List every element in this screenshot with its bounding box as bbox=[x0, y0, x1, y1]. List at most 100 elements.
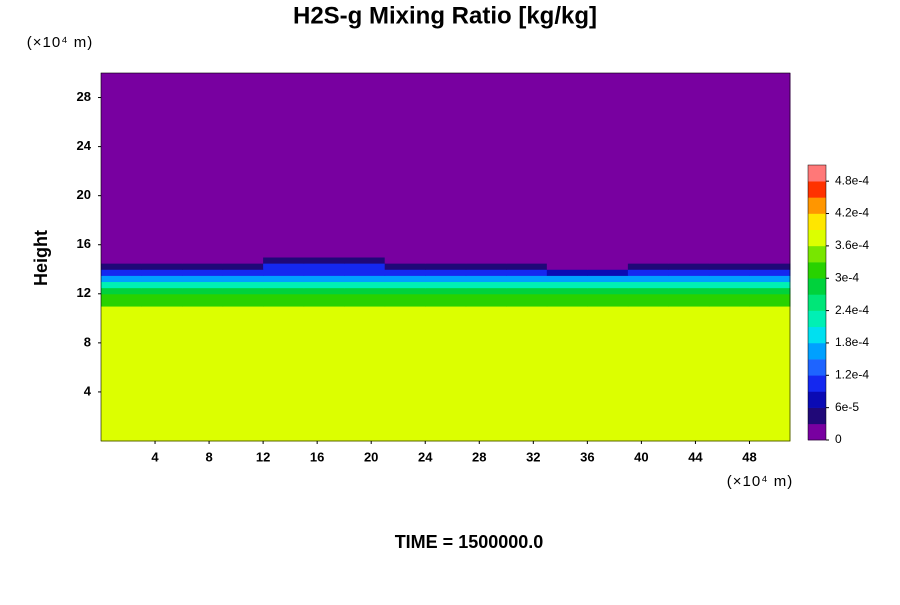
cell bbox=[182, 257, 224, 264]
x-tick-label: 20 bbox=[364, 449, 378, 464]
cell bbox=[708, 287, 750, 295]
cell bbox=[384, 257, 426, 264]
cell bbox=[465, 73, 507, 258]
colorbar-band bbox=[808, 213, 826, 231]
cell bbox=[708, 269, 750, 276]
cell bbox=[141, 306, 183, 442]
cell bbox=[587, 73, 629, 258]
cell bbox=[182, 293, 224, 307]
cell bbox=[708, 257, 750, 264]
cell bbox=[222, 73, 264, 258]
cell bbox=[384, 263, 426, 270]
cell bbox=[749, 73, 791, 258]
cell bbox=[425, 73, 467, 258]
cell bbox=[303, 257, 345, 264]
cell bbox=[465, 306, 507, 442]
cell bbox=[546, 263, 588, 270]
cell bbox=[546, 293, 588, 307]
colorbar-band bbox=[808, 310, 826, 328]
x-tick-label: 24 bbox=[418, 449, 433, 464]
y-tick-label: 20 bbox=[77, 187, 91, 202]
cell bbox=[101, 275, 143, 283]
cell bbox=[182, 287, 224, 295]
y-axis-label: Height bbox=[31, 230, 51, 286]
cell bbox=[425, 293, 467, 307]
y-tick-label: 12 bbox=[77, 285, 91, 300]
cell bbox=[465, 293, 507, 307]
cell bbox=[668, 281, 710, 289]
x-tick-label: 4 bbox=[151, 449, 159, 464]
colorbar-band bbox=[808, 391, 826, 408]
cell bbox=[546, 281, 588, 289]
colorbar-band bbox=[808, 165, 826, 182]
cell bbox=[384, 287, 426, 295]
colorbar-band bbox=[808, 197, 826, 214]
cell bbox=[587, 293, 629, 307]
chart-title: H2S-g Mixing Ratio [kg/kg] bbox=[293, 2, 597, 29]
cell bbox=[303, 293, 345, 307]
cell bbox=[465, 275, 507, 283]
cell bbox=[344, 263, 386, 270]
cell bbox=[749, 263, 791, 270]
cell bbox=[263, 269, 305, 276]
cell bbox=[141, 73, 183, 258]
colorbar-band bbox=[808, 326, 826, 344]
cell bbox=[708, 275, 750, 283]
cell bbox=[182, 306, 224, 442]
cell bbox=[263, 73, 305, 258]
cell bbox=[506, 269, 548, 276]
cell bbox=[384, 293, 426, 307]
x-tick-label: 44 bbox=[688, 449, 703, 464]
cell bbox=[506, 287, 548, 295]
cell bbox=[506, 306, 548, 442]
cell bbox=[101, 281, 143, 289]
cell bbox=[384, 281, 426, 289]
cell bbox=[303, 287, 345, 295]
y-tick-label: 16 bbox=[77, 236, 91, 251]
cell bbox=[749, 275, 791, 283]
cell bbox=[141, 275, 183, 283]
cell bbox=[222, 293, 264, 307]
cell bbox=[627, 281, 669, 289]
cell bbox=[344, 73, 386, 258]
cell bbox=[344, 281, 386, 289]
cell bbox=[384, 306, 426, 442]
x-tick-label: 32 bbox=[526, 449, 540, 464]
cell bbox=[141, 287, 183, 295]
cell bbox=[749, 287, 791, 295]
cell bbox=[182, 281, 224, 289]
cell bbox=[587, 287, 629, 295]
cell bbox=[506, 73, 548, 258]
cell bbox=[425, 306, 467, 442]
colorbar-band bbox=[808, 342, 826, 360]
cell bbox=[627, 275, 669, 283]
cell bbox=[749, 293, 791, 307]
x-tick-label: 12 bbox=[256, 449, 270, 464]
cell bbox=[222, 281, 264, 289]
cell bbox=[506, 281, 548, 289]
cell bbox=[344, 287, 386, 295]
colorbar-band bbox=[808, 262, 826, 279]
colorbar-tick-label: 2.4e-4 bbox=[835, 303, 869, 317]
cell bbox=[263, 257, 305, 264]
colorbar-band bbox=[808, 407, 826, 425]
cell bbox=[263, 293, 305, 307]
cell bbox=[182, 269, 224, 276]
cell bbox=[587, 281, 629, 289]
cell bbox=[708, 306, 750, 442]
cell bbox=[303, 263, 345, 270]
cell bbox=[222, 263, 264, 270]
x-tick-label: 8 bbox=[205, 449, 212, 464]
colorbar-tick-label: 3.6e-4 bbox=[835, 238, 869, 252]
cell bbox=[668, 257, 710, 264]
colorbar-tick-label: 0 bbox=[835, 432, 842, 446]
cell bbox=[222, 306, 264, 442]
colorbar-band bbox=[808, 294, 826, 311]
cell bbox=[506, 263, 548, 270]
cell bbox=[101, 306, 143, 442]
cell bbox=[506, 257, 548, 264]
y-tick-label: 24 bbox=[77, 138, 92, 153]
cell bbox=[546, 257, 588, 264]
cell bbox=[708, 73, 750, 258]
